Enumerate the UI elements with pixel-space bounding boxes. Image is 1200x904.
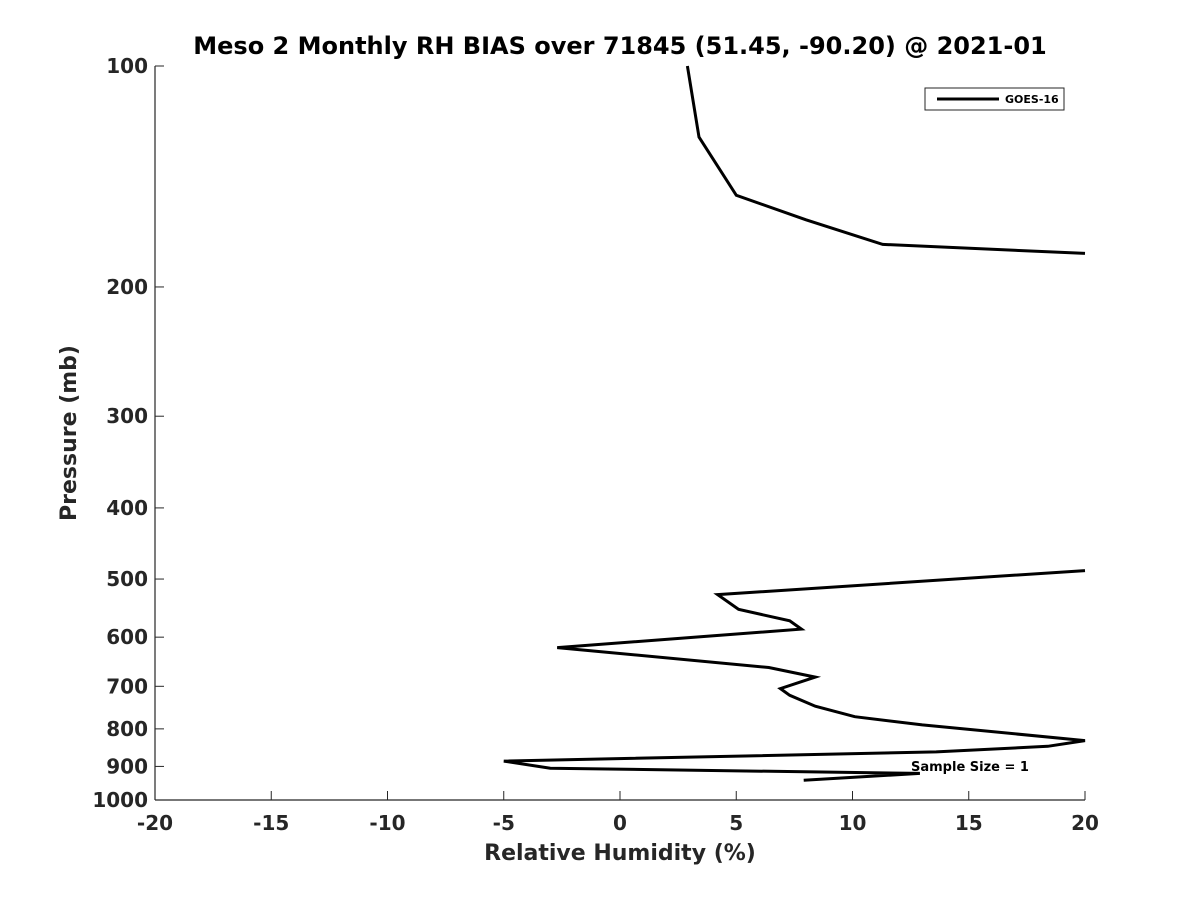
y-tick-label: 700 <box>106 674 148 698</box>
sample-size-annotation: Sample Size = 1 <box>911 760 1029 775</box>
x-tick-label: -5 <box>493 811 515 835</box>
y-tick-label: 1000 <box>92 788 148 812</box>
x-tick-label: -10 <box>369 811 405 835</box>
x-tick-label: -20 <box>137 811 173 835</box>
y-tick-label: 600 <box>106 625 148 649</box>
y-tick-label: 800 <box>106 717 148 741</box>
y-tick-label: 300 <box>106 404 148 428</box>
x-tick-label: 0 <box>613 811 627 835</box>
y-axis-label: Pressure (mb) <box>57 345 82 521</box>
series-group <box>503 65 1086 782</box>
chart-title: Meso 2 Monthly RH BIAS over 71845 (51.45… <box>193 32 1046 60</box>
x-tick-label: 10 <box>839 811 867 835</box>
x-axis-ticks: -20 -15 -10 -5 0 5 10 15 20 <box>137 791 1099 835</box>
x-axis-label: Relative Humidity (%) <box>484 841 756 866</box>
legend-label-goes16: GOES-16 <box>1005 93 1059 106</box>
plot-area <box>155 66 1085 800</box>
y-tick-label: 500 <box>106 567 148 591</box>
x-tick-label: -15 <box>253 811 289 835</box>
x-tick-label: 5 <box>729 811 743 835</box>
series-line-goes16-segment-2 <box>503 569 1086 782</box>
legend: GOES-16 <box>924 87 1065 111</box>
series-line-goes16-segment-1 <box>685 65 1086 255</box>
y-tick-label: 900 <box>106 754 148 778</box>
y-tick-label: 200 <box>106 275 148 299</box>
y-axis-ticks: 100 200 300 400 500 600 700 800 900 1000 <box>92 54 164 812</box>
y-tick-label: 100 <box>106 54 148 78</box>
x-tick-label: 15 <box>955 811 983 835</box>
y-tick-label: 400 <box>106 496 148 520</box>
x-tick-label: 20 <box>1071 811 1099 835</box>
